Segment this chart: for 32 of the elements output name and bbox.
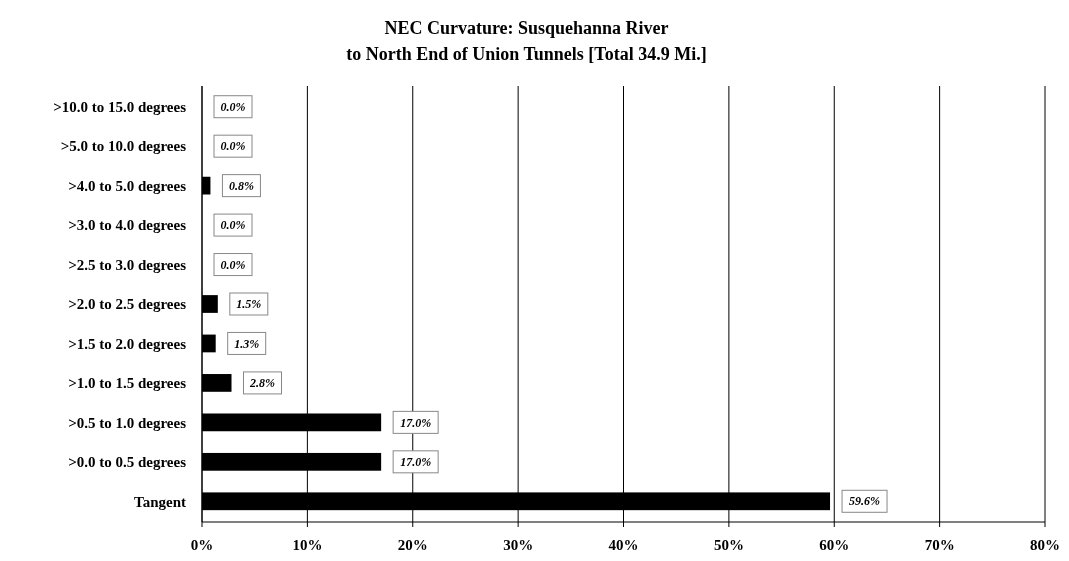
data-label: 17.0% [400, 415, 432, 430]
data-label: 0.0% [220, 257, 246, 272]
y-tick-label: Tangent [134, 493, 186, 510]
x-tick-label: 10% [292, 537, 323, 553]
y-tick-label: >0.0 to 0.5 degrees [68, 454, 187, 471]
x-tick-label: 30% [503, 537, 534, 553]
data-label: 59.6% [849, 494, 881, 509]
data-label: 2.8% [249, 376, 276, 391]
x-tick-label: 0% [190, 537, 214, 553]
y-tick-label: >2.5 to 3.0 degrees [68, 256, 187, 273]
y-tick-label: >1.5 to 2.0 degrees [68, 335, 187, 352]
x-tick-label: 50% [713, 537, 744, 553]
y-tick-label: >5.0 to 10.0 degrees [60, 138, 187, 155]
x-tick-label: 70% [924, 537, 955, 553]
y-tick-label: >4.0 to 5.0 degrees [68, 177, 187, 194]
data-label: 1.3% [234, 336, 260, 351]
data-label: 0.0% [220, 139, 246, 154]
data-label: 1.5% [236, 297, 262, 312]
data-label: 17.0% [400, 455, 432, 470]
y-tick-label: >3.0 to 4.0 degrees [68, 217, 187, 234]
x-tick-label: 20% [397, 537, 428, 553]
chart-title: NEC Curvature: Susquehanna River to North End of Union Tunnels [Total 34.9 Mi.] [346, 18, 707, 64]
data-label: 0.0% [220, 99, 246, 114]
data-label: 0.0% [220, 218, 246, 233]
y-tick-label: >1.0 to 1.5 degrees [68, 375, 187, 392]
x-tick-label: 40% [608, 537, 639, 553]
x-tick-label: 60% [819, 537, 850, 553]
y-tick-label: >10.0 to 15.0 degrees [53, 98, 187, 115]
x-tick-label: 80% [1030, 537, 1060, 553]
data-label: 0.8% [228, 178, 254, 193]
y-tick-label: >0.5 to 1.0 degrees [68, 414, 187, 431]
y-tick-label: >2.0 to 2.5 degrees [68, 296, 187, 313]
